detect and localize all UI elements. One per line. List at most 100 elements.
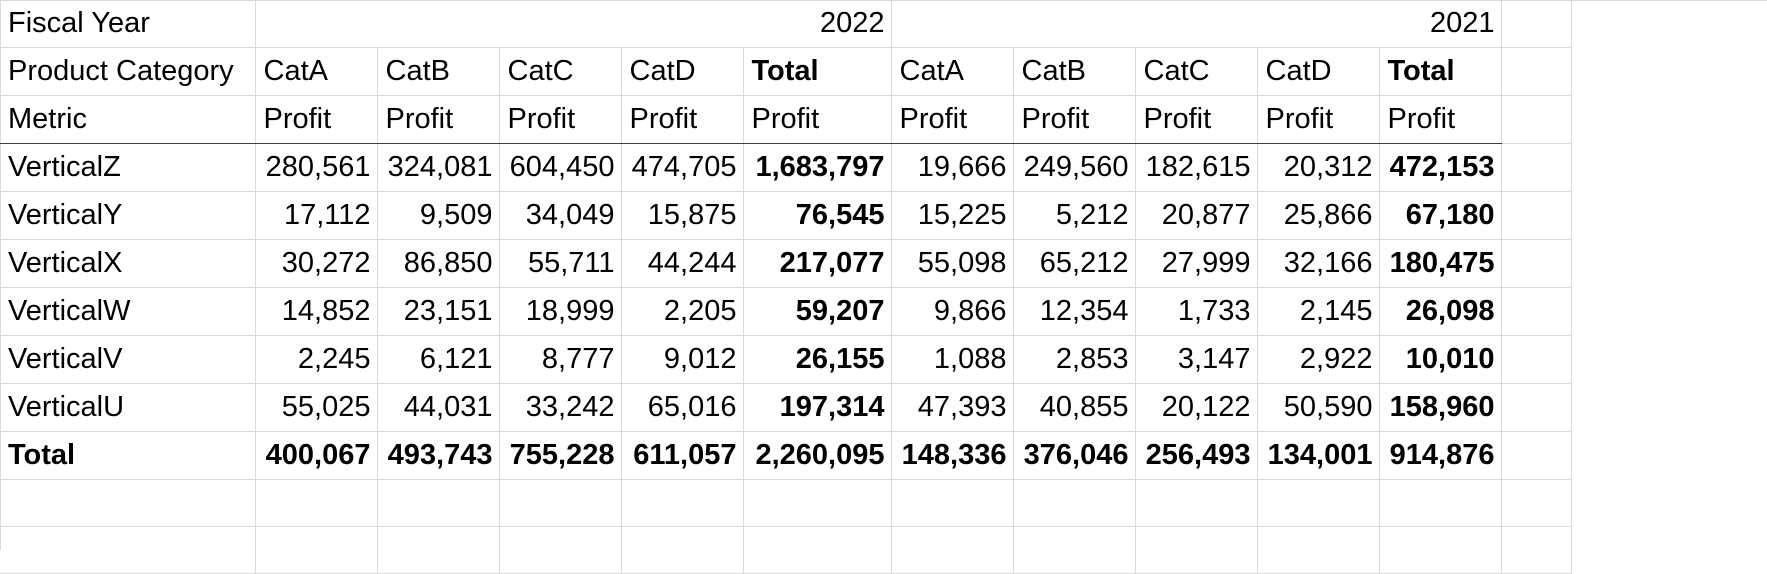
metric-label[interactable]: Metric [0, 95, 256, 144]
empty-cell[interactable] [1135, 479, 1258, 527]
value-cell[interactable]: 65,016 [621, 383, 744, 432]
category-header-cata[interactable]: CatA [255, 47, 378, 96]
category-header-catb[interactable]: CatB [1013, 47, 1136, 96]
empty-cell[interactable] [621, 479, 744, 527]
row-total-cell[interactable]: 197,314 [743, 383, 892, 432]
row-label[interactable]: VerticalW [0, 287, 256, 336]
metric-header[interactable]: Profit [255, 95, 378, 144]
value-cell[interactable]: 6,121 [377, 335, 500, 384]
empty-cell[interactable] [1257, 526, 1380, 574]
row-total-cell[interactable]: 59,207 [743, 287, 892, 336]
value-cell[interactable]: 20,877 [1135, 191, 1258, 240]
empty-cell[interactable] [1501, 287, 1572, 336]
empty-cell[interactable] [1501, 143, 1572, 192]
category-header-cata[interactable]: CatA [891, 47, 1014, 96]
value-cell[interactable]: 55,025 [255, 383, 378, 432]
value-cell[interactable]: 249,560 [1013, 143, 1136, 192]
value-cell[interactable]: 23,151 [377, 287, 500, 336]
empty-cell[interactable] [1501, 191, 1572, 240]
year-2022-header[interactable]: 2022 [255, 0, 892, 48]
value-cell[interactable]: 14,852 [255, 287, 378, 336]
value-cell[interactable]: 50,590 [1257, 383, 1380, 432]
row-total-cell[interactable]: 76,545 [743, 191, 892, 240]
empty-cell[interactable] [1501, 335, 1572, 384]
value-cell[interactable]: 12,354 [1013, 287, 1136, 336]
empty-cell[interactable] [1013, 479, 1136, 527]
metric-header[interactable]: Profit [499, 95, 622, 144]
empty-cell[interactable] [0, 526, 256, 574]
row-total-cell[interactable]: 1,683,797 [743, 143, 892, 192]
row-total-cell[interactable]: 26,155 [743, 335, 892, 384]
value-cell[interactable]: 32,166 [1257, 239, 1380, 288]
value-cell[interactable]: 1,733 [1135, 287, 1258, 336]
empty-cell[interactable] [891, 526, 1014, 574]
grand-total-cell[interactable]: 914,876 [1379, 431, 1502, 480]
value-cell[interactable]: 280,561 [255, 143, 378, 192]
value-cell[interactable]: 5,212 [1013, 191, 1136, 240]
metric-header[interactable]: Profit [743, 95, 892, 144]
empty-cell[interactable] [255, 479, 378, 527]
category-header-catc[interactable]: CatC [499, 47, 622, 96]
metric-header[interactable]: Profit [1135, 95, 1258, 144]
metric-header[interactable]: Profit [1013, 95, 1136, 144]
value-cell[interactable]: 55,711 [499, 239, 622, 288]
product-category-label[interactable]: Product Category [0, 47, 256, 96]
row-total-cell[interactable]: 26,098 [1379, 287, 1502, 336]
total-cell[interactable]: 493,743 [377, 431, 500, 480]
row-total-cell[interactable]: 472,153 [1379, 143, 1502, 192]
value-cell[interactable]: 30,272 [255, 239, 378, 288]
empty-cell[interactable] [621, 526, 744, 574]
grand-total-cell[interactable]: 2,260,095 [743, 431, 892, 480]
value-cell[interactable]: 9,866 [891, 287, 1014, 336]
empty-cell[interactable] [743, 526, 892, 574]
empty-cell[interactable] [1501, 431, 1572, 480]
value-cell[interactable]: 47,393 [891, 383, 1014, 432]
empty-cell[interactable] [1501, 95, 1572, 144]
empty-cell[interactable] [1501, 479, 1572, 527]
value-cell[interactable]: 1,088 [891, 335, 1014, 384]
value-cell[interactable]: 86,850 [377, 239, 500, 288]
category-header-catd[interactable]: CatD [1257, 47, 1380, 96]
empty-cell[interactable] [1501, 526, 1572, 574]
value-cell[interactable]: 2,145 [1257, 287, 1380, 336]
year-2021-header[interactable]: 2021 [891, 0, 1502, 48]
total-cell[interactable]: 256,493 [1135, 431, 1258, 480]
fiscal-year-label[interactable]: Fiscal Year [0, 0, 256, 48]
empty-cell[interactable] [1501, 239, 1572, 288]
category-header-catd[interactable]: CatD [621, 47, 744, 96]
total-cell[interactable]: 611,057 [621, 431, 744, 480]
empty-cell[interactable] [1379, 479, 1502, 527]
total-cell[interactable]: 400,067 [255, 431, 378, 480]
metric-header[interactable]: Profit [1379, 95, 1502, 144]
empty-cell[interactable] [1257, 479, 1380, 527]
empty-cell[interactable] [255, 526, 378, 574]
value-cell[interactable]: 25,866 [1257, 191, 1380, 240]
empty-cell[interactable] [1501, 0, 1572, 48]
value-cell[interactable]: 27,999 [1135, 239, 1258, 288]
value-cell[interactable]: 182,615 [1135, 143, 1258, 192]
metric-header[interactable]: Profit [621, 95, 744, 144]
empty-cell[interactable] [0, 479, 256, 527]
value-cell[interactable]: 65,212 [1013, 239, 1136, 288]
empty-cell[interactable] [1013, 526, 1136, 574]
category-header-total[interactable]: Total [1379, 47, 1502, 96]
row-label[interactable]: VerticalV [0, 335, 256, 384]
value-cell[interactable]: 19,666 [891, 143, 1014, 192]
value-cell[interactable]: 55,098 [891, 239, 1014, 288]
value-cell[interactable]: 15,225 [891, 191, 1014, 240]
metric-header[interactable]: Profit [377, 95, 500, 144]
value-cell[interactable]: 8,777 [499, 335, 622, 384]
value-cell[interactable]: 40,855 [1013, 383, 1136, 432]
row-total-cell[interactable]: 10,010 [1379, 335, 1502, 384]
empty-cell[interactable] [1379, 526, 1502, 574]
empty-cell[interactable] [377, 479, 500, 527]
value-cell[interactable]: 20,122 [1135, 383, 1258, 432]
value-cell[interactable]: 17,112 [255, 191, 378, 240]
value-cell[interactable]: 33,242 [499, 383, 622, 432]
category-header-total[interactable]: Total [743, 47, 892, 96]
row-label[interactable]: VerticalX [0, 239, 256, 288]
metric-header[interactable]: Profit [891, 95, 1014, 144]
row-total-cell[interactable]: 67,180 [1379, 191, 1502, 240]
value-cell[interactable]: 2,922 [1257, 335, 1380, 384]
value-cell[interactable]: 3,147 [1135, 335, 1258, 384]
